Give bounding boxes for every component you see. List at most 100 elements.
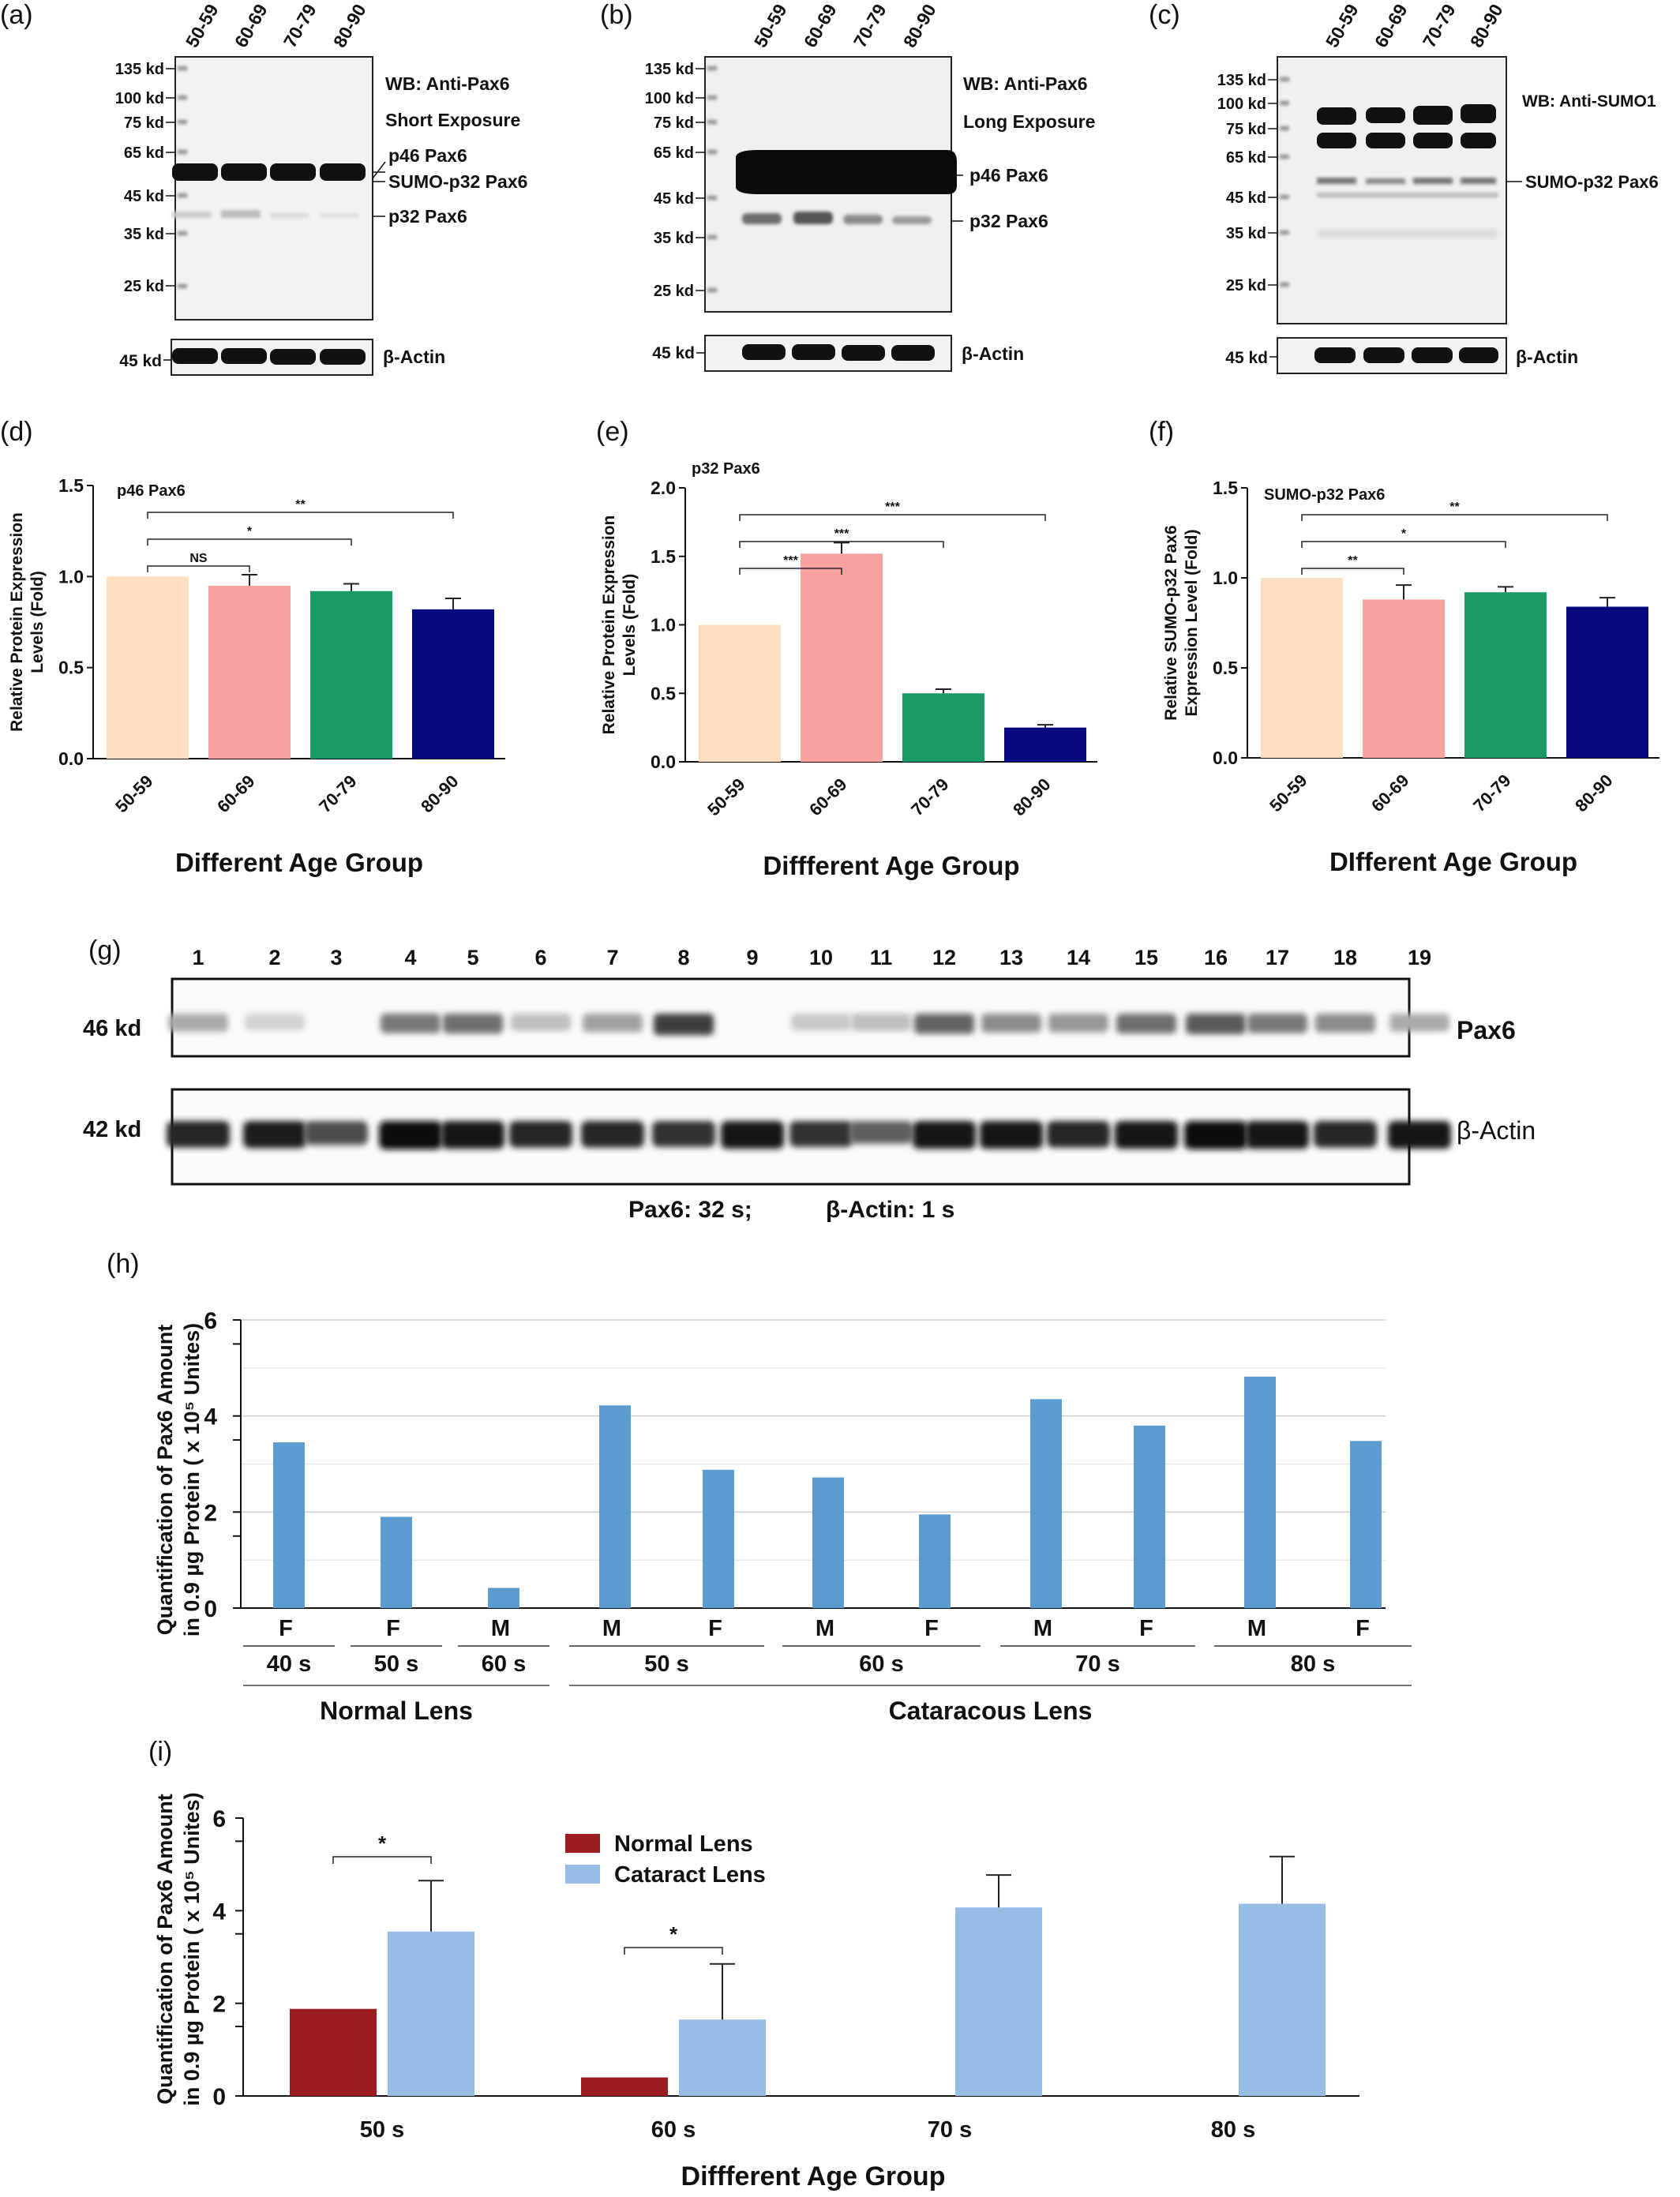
significance-bracket [739, 568, 842, 575]
y-axis-label: Expression Level (Fold) [1183, 530, 1201, 717]
y-axis-label: in 0.9 µg Protein ( x 10⁵ Unites) [180, 1323, 204, 1637]
actin-band [1184, 1121, 1247, 1149]
significance-bracket [147, 565, 250, 572]
marker-label: 65 kd [124, 144, 164, 162]
panel-g-label: (g) [88, 935, 122, 965]
lane-label: 50-59 [1322, 1, 1363, 51]
lane-label: 60-69 [800, 1, 841, 51]
p32-band [843, 215, 883, 224]
marker-label: 45 kd [654, 190, 694, 208]
age-group-label: 40 s [267, 1651, 311, 1677]
y-axis-label: Relative Protein Expression [600, 516, 618, 735]
actin-band [379, 1121, 442, 1149]
sumo-band-lower [1317, 133, 1356, 148]
actin-band [441, 1121, 504, 1149]
actin-band [509, 1121, 572, 1148]
bar [1030, 1399, 1062, 1608]
cataract-lens-bar [1239, 1903, 1326, 2096]
age-group-label: 80 s [1291, 1651, 1335, 1677]
actin-label: β-Actin [383, 347, 445, 367]
panel-b-ladder [707, 66, 717, 292]
bar [919, 1514, 951, 1608]
y-tick-label: 6 [204, 1308, 217, 1334]
y-tick-label: 2 [204, 1500, 217, 1526]
sex-label: F [279, 1616, 293, 1641]
x-axis-label: DIfferent Age Group [1329, 847, 1577, 876]
p46-band [320, 163, 366, 181]
marker-label: 25 kd [1226, 277, 1266, 294]
lane-number: 12 [932, 946, 956, 969]
actin-band [980, 1121, 1043, 1149]
significance-bracket [1301, 568, 1404, 575]
panel-a-markers: 135 kd 100 kd 75 kd 65 kd 45 kd 35 kd 25 kd [115, 61, 175, 295]
pax6-band [245, 1014, 305, 1031]
x-tick-label: 70-79 [907, 774, 952, 819]
bar [1464, 592, 1547, 758]
p32-band [270, 213, 309, 218]
lane-number: 17 [1266, 946, 1289, 969]
bar [699, 624, 781, 762]
significance-label: * [378, 1831, 387, 1855]
pax6-band [168, 1014, 228, 1032]
lane-number: 11 [870, 946, 893, 969]
marker-label: 35 kd [1226, 225, 1266, 242]
cataract-lens-bar [955, 1907, 1042, 2096]
significance-label: * [247, 525, 253, 538]
p32-band [742, 213, 782, 224]
marker-label: 35 kd [124, 226, 164, 243]
cataract-lens-bar [679, 2019, 766, 2096]
actin-band [1412, 347, 1453, 363]
panel-b-title: WB: Anti-Pax6 [963, 73, 1088, 94]
actin-label: β-Actin [1457, 1116, 1536, 1145]
bar [381, 1517, 412, 1608]
actin-band [172, 348, 218, 364]
sex-label: M [602, 1616, 621, 1641]
marker-label: 100 kd [645, 90, 694, 107]
marker-label: 45 kd [1226, 189, 1266, 207]
sex-label: F [1139, 1616, 1153, 1641]
significance-label: *** [885, 501, 900, 514]
panel-a-title: WB: Anti-Pax6 [385, 73, 510, 94]
actin-band [652, 1121, 715, 1147]
significance-bracket [1301, 541, 1506, 548]
y-tick-label: 6 [212, 1806, 226, 1832]
p32-band [320, 213, 359, 218]
marker-label: 135 kd [115, 61, 164, 78]
panel-h-label: (h) [107, 1249, 140, 1279]
significance-label: ** [1449, 501, 1460, 514]
p46-band [221, 163, 267, 181]
sumo-p32-band [1413, 178, 1453, 184]
actin-band [789, 1121, 853, 1147]
age-group-label: 50 s [644, 1651, 688, 1677]
y-tick-label: 0.5 [1213, 658, 1238, 678]
actin-band [849, 1121, 913, 1144]
age-group-label: 60 s [482, 1651, 526, 1677]
bar [1350, 1441, 1382, 1608]
lane-label: 70-79 [849, 1, 891, 51]
pax6-band [583, 1014, 643, 1033]
sex-label: M [1247, 1616, 1266, 1641]
lens-group-label: Cataracous Lens [889, 1696, 1093, 1725]
age-group-label: 70 s [1075, 1651, 1119, 1677]
y-tick-label: 1.0 [58, 566, 84, 587]
y-tick-label: 2.0 [651, 478, 676, 498]
chart-e: 0.0 0.5 1.0 1.5 2.0 50-59 60-69 70-79 80-90 *** **… [600, 460, 1097, 880]
x-tick-label: 50-59 [1266, 770, 1311, 815]
significance-bracket [147, 512, 454, 519]
significance-bracket [739, 541, 944, 548]
y-tick-label: 0.0 [1213, 748, 1238, 768]
x-axis-label: Diffferent Age Group [681, 2161, 946, 2191]
pax6-band [981, 1014, 1041, 1033]
actin-band [320, 349, 366, 365]
significance-label: ** [1348, 554, 1358, 568]
chart-title: SUMO-p32 Pax6 [1264, 486, 1385, 504]
lane-number: 10 [809, 946, 833, 969]
panel-c-bands [1317, 104, 1498, 237]
panel-g: (g) 1 2 3 4 5 6 7 8 9 10 11 12 13 14 15 16 17 18 19 46 kd … [83, 935, 1536, 1223]
y-tick-label: 1.5 [651, 546, 676, 567]
bar [1566, 606, 1648, 758]
sumo-band-upper [1461, 104, 1496, 123]
x-tick-label: 80-90 [1009, 774, 1054, 819]
actin-marker: 45 kd [1225, 349, 1268, 367]
